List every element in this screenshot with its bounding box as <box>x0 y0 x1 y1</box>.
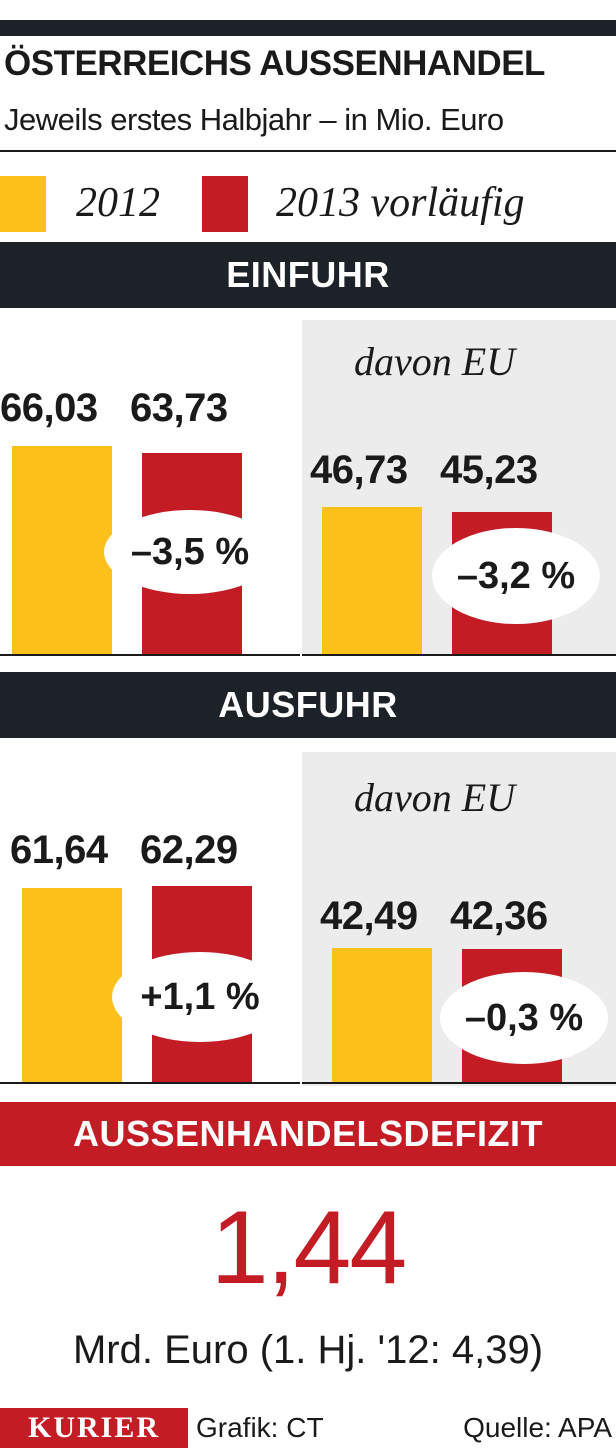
deficit-note: Mrd. Euro (1. Hj. '12: 4,39) <box>72 1328 544 1372</box>
page-subtitle: Jeweils erstes Halbjahr – in Mio. Euro <box>4 102 504 137</box>
value-label-4-2013: 42,36 <box>450 894 548 938</box>
deficit-value: 1,44 <box>210 1190 407 1306</box>
ausfuhr-eu-label: davon EU <box>354 775 516 820</box>
title-rule <box>0 150 616 152</box>
legend-swatch-2013 <box>202 176 248 232</box>
bar-4-2012 <box>332 948 432 1082</box>
value-label-3-2012: 61,64 <box>10 828 108 872</box>
einfuhr-header: EINFUHR <box>0 242 616 308</box>
axis-baseline-2 <box>302 654 616 656</box>
deficit-header: AUSSENHANDELSDEFIZIT <box>0 1102 616 1166</box>
source-credit: Quelle: APA <box>463 1412 612 1443</box>
change-badge-1: –3,5 % <box>104 510 276 594</box>
bar-3-2012 <box>22 887 122 1082</box>
value-label-4-2012: 42,49 <box>320 894 418 938</box>
axis-baseline-4 <box>302 1082 616 1084</box>
axis-baseline-3 <box>0 1082 300 1084</box>
change-badge-2: –3,2 % <box>432 528 600 624</box>
kurier-logo: KURIER <box>0 1408 188 1448</box>
graphic-credit: Grafik: CT <box>196 1412 324 1443</box>
value-label-1-2012: 66,03 <box>0 386 98 430</box>
bar-1-2012 <box>12 446 112 654</box>
legend-label-2013: 2013 vorläufig <box>276 180 525 226</box>
value-label-2-2012: 46,73 <box>310 448 408 492</box>
page-title: ÖSTERREICHS AUSSENHANDEL <box>4 44 545 83</box>
einfuhr-eu-label: davon EU <box>354 339 516 384</box>
value-label-3-2013: 62,29 <box>140 828 238 872</box>
axis-baseline-1 <box>0 654 300 656</box>
change-badge-3: +1,1 % <box>112 952 288 1042</box>
ausfuhr-header: AUSFUHR <box>0 672 616 738</box>
change-badge-4: –0,3 % <box>440 972 608 1064</box>
bar-2-2012 <box>322 506 422 654</box>
legend-label-2012: 2012 <box>76 180 160 226</box>
value-label-1-2013: 63,73 <box>130 386 228 430</box>
top-bar <box>0 20 616 36</box>
value-label-2-2013: 45,23 <box>440 448 538 492</box>
legend-swatch-2012 <box>0 176 46 232</box>
